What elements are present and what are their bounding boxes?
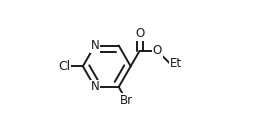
Text: O: O [135,27,144,40]
Text: N: N [90,39,99,52]
Text: Et: Et [170,57,182,70]
Text: N: N [90,80,99,93]
Text: Br: Br [120,94,133,107]
Text: O: O [153,44,162,57]
Text: Cl: Cl [58,60,70,73]
